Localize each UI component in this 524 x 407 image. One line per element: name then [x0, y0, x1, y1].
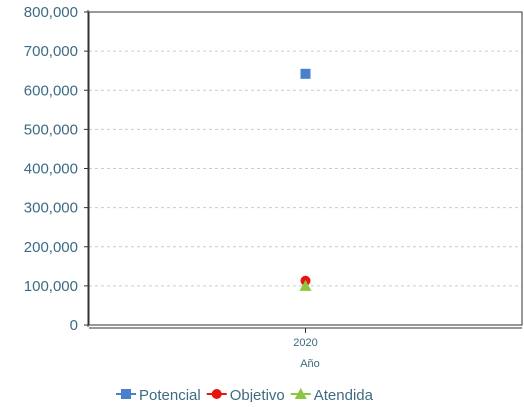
gridlines — [89, 50, 522, 287]
y-tick-label: 400,000 — [24, 161, 78, 178]
x-tick-labels: 2020 — [293, 337, 317, 349]
data-point-potencial — [300, 68, 311, 79]
y-tick-label: 700,000 — [24, 43, 78, 60]
legend-item: Objetivo — [206, 387, 285, 404]
data-points — [299, 68, 312, 291]
y-tick-label: 0 — [70, 317, 78, 334]
legend-label: Objetivo — [230, 387, 285, 402]
legend-swatch-square — [121, 389, 131, 399]
y-tick-label: 300,000 — [24, 200, 78, 217]
y-tick-label: 600,000 — [24, 82, 78, 99]
legend-label: Atendida — [314, 387, 374, 402]
legend-item: Atendida — [290, 387, 374, 404]
axes — [84, 10, 523, 333]
x-axis-label: Año — [300, 358, 320, 370]
y-tick-label: 200,000 — [24, 239, 78, 256]
y-tick-label: 800,000 — [24, 4, 78, 21]
y-tick-label: 500,000 — [24, 121, 78, 138]
legend-swatch-triangle — [294, 388, 307, 399]
legend-swatch-circle — [211, 389, 222, 399]
y-tick-labels: 0 100,000 200,000 300,000 400,000 500,000 600,… — [24, 4, 78, 334]
y-tick-label: 100,000 — [24, 278, 78, 295]
legend-item: Potencial — [116, 387, 201, 404]
plot-border — [88, 11, 523, 326]
x-tick-label: 2020 — [293, 337, 317, 349]
legend-label: Potencial — [139, 387, 201, 402]
legend: Potencial Objetivo Atendida — [116, 387, 374, 404]
data-point-atendida — [299, 279, 312, 291]
